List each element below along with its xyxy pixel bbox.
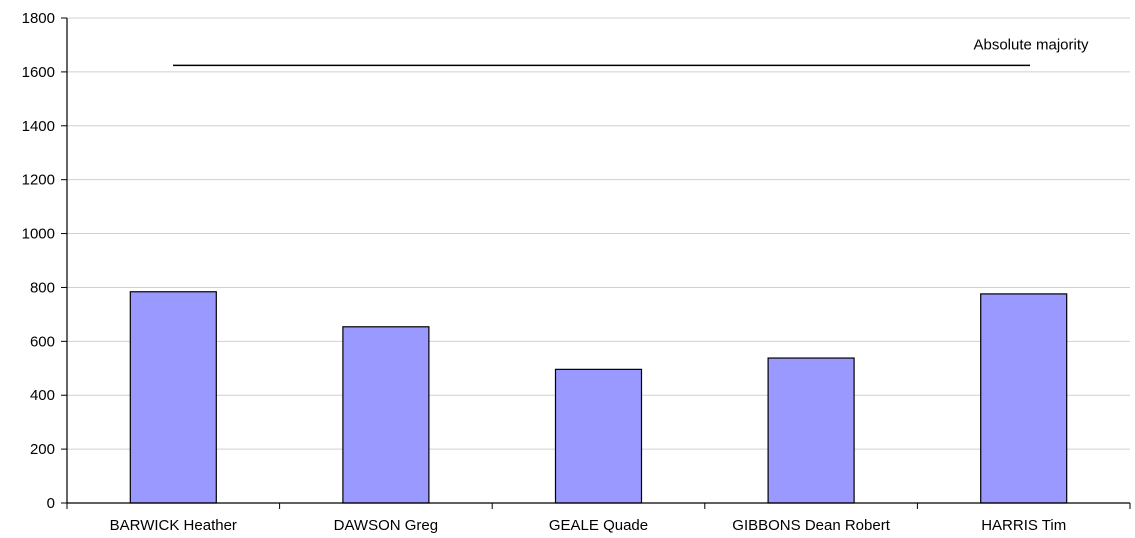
axis-labels: 0 200 400 600 800 1000 1200 1400 1600 1800 BARWICK… <box>22 10 1067 534</box>
x-category-label: DAWSON Greg <box>334 517 438 534</box>
y-tick-label: 800 <box>30 279 55 296</box>
x-category-label: BARWICK Heather <box>110 517 237 534</box>
y-tick-label: 1200 <box>22 172 55 189</box>
axes <box>61 17 1131 509</box>
bar <box>342 326 430 504</box>
y-tick-label: 200 <box>30 441 55 458</box>
y-tick-label: 600 <box>30 333 55 350</box>
bars <box>129 291 1068 504</box>
bar <box>767 357 855 504</box>
x-category-label: GIBBONS Dean Robert <box>732 517 890 534</box>
gridlines <box>67 17 1130 450</box>
absolute-majority-reference: Absolute majority <box>173 36 1089 67</box>
bar <box>980 293 1068 504</box>
y-tick-label: 1800 <box>22 10 55 27</box>
x-category-label: GEALE Quade <box>549 517 648 534</box>
y-tick-label: 400 <box>30 387 55 404</box>
x-category-label: HARRIS Tim <box>981 517 1066 534</box>
bar <box>129 291 217 504</box>
absolute-majority-label: Absolute majority <box>973 36 1089 53</box>
y-tick-label: 0 <box>47 495 55 512</box>
y-tick-label: 1600 <box>22 64 55 81</box>
y-tick-label: 1400 <box>22 118 55 135</box>
y-tick-label: 1000 <box>22 226 55 243</box>
bar <box>554 368 643 504</box>
